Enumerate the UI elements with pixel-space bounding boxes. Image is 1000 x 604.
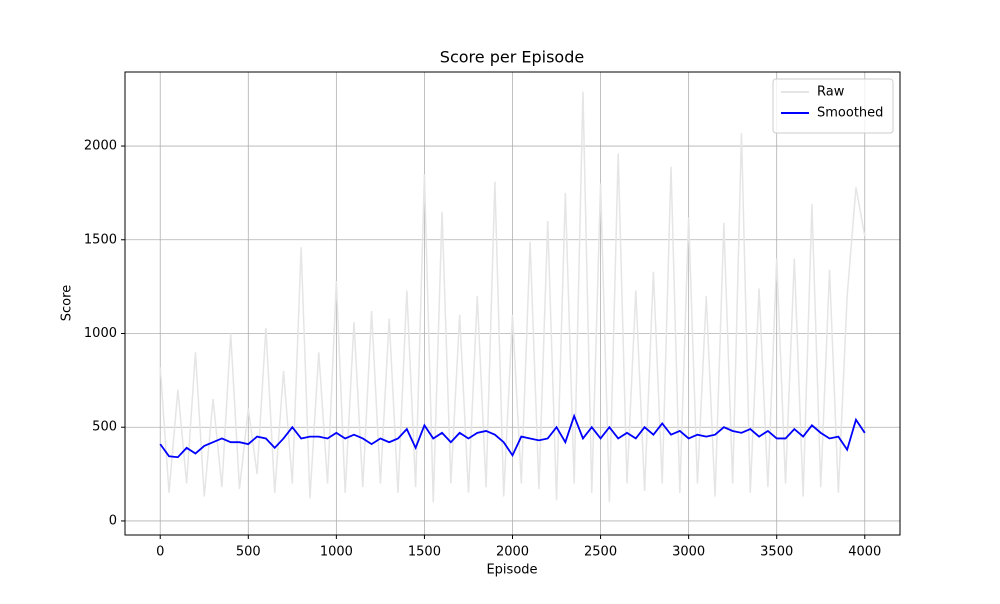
y-tick-label: 0	[109, 513, 117, 528]
series-line	[159, 413, 866, 459]
x-tick-label: 3500	[760, 545, 793, 560]
x-tick-label: 2500	[584, 545, 617, 560]
x-tick-label: 3000	[672, 545, 705, 560]
y-tick-label: 1000	[84, 326, 117, 341]
x-tick-label: 1500	[408, 545, 441, 560]
x-tick-label: 0	[156, 545, 164, 560]
legend-label: Smoothed	[817, 106, 883, 121]
x-tick-label: 500	[236, 545, 261, 560]
y-axis-label: Score	[60, 285, 75, 321]
chart-title: Score per Episode	[440, 48, 584, 67]
x-tick-label: 2000	[496, 545, 529, 560]
x-axis-label: Episode	[486, 563, 537, 578]
x-tick-label: 4000	[848, 545, 881, 560]
y-tick-label: 1500	[84, 232, 117, 247]
legend-label: Raw	[817, 85, 845, 100]
y-tick-label: 500	[92, 420, 117, 435]
plot-frame	[124, 71, 901, 536]
y-tick-label: 2000	[84, 139, 117, 154]
series-line	[159, 91, 866, 503]
x-tick-label: 1000	[320, 545, 353, 560]
